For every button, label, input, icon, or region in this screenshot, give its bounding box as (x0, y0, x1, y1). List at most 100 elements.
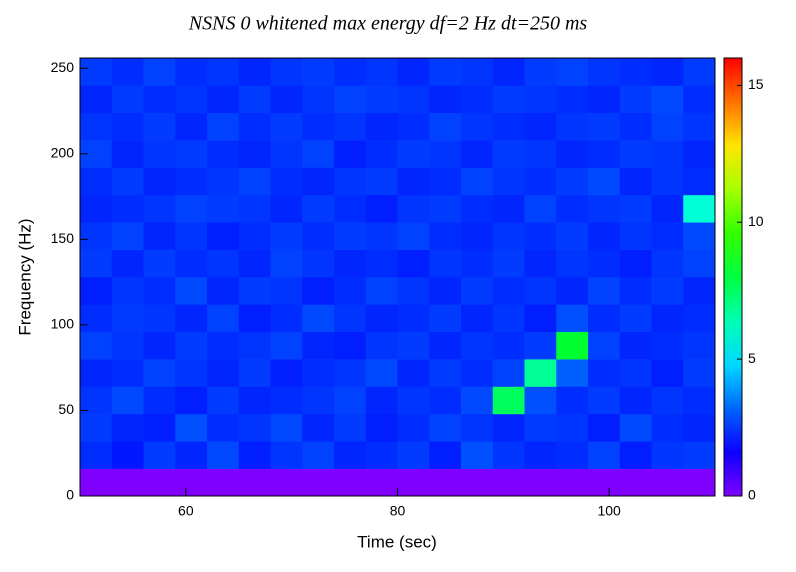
heatmap-cell (683, 222, 716, 250)
heatmap-cell (524, 304, 557, 333)
heatmap-cell (429, 167, 462, 196)
heatmap-cell (588, 249, 621, 278)
heatmap-cell (238, 167, 271, 196)
heatmap-cell (365, 249, 398, 278)
heatmap-cell (111, 249, 144, 278)
heatmap-cell (143, 468, 176, 497)
heatmap-cell (683, 85, 716, 114)
heatmap-cell (461, 222, 494, 250)
heatmap-cell (207, 386, 240, 415)
heatmap-cell (683, 386, 716, 415)
heatmap-cell (461, 58, 494, 86)
heatmap-cell (143, 112, 176, 141)
heatmap-cell (588, 194, 621, 223)
heatmap-cell (302, 249, 335, 278)
heatmap-cell (461, 140, 494, 168)
heatmap-cell (588, 277, 621, 305)
heatmap-cell (175, 277, 208, 305)
heatmap-cell (492, 359, 525, 387)
heatmap-cell (556, 468, 589, 497)
heatmap-cell (397, 277, 430, 305)
heatmap-cell (461, 413, 494, 442)
heatmap-cell (334, 468, 367, 497)
heatmap-cell (429, 386, 462, 415)
heatmap-cell (270, 413, 303, 442)
heatmap-cell (143, 386, 176, 415)
heatmap-cell (143, 304, 176, 333)
heatmap-cell (207, 249, 240, 278)
heatmap-cell (111, 194, 144, 223)
heatmap-cell (175, 331, 208, 360)
heatmap-cell (524, 112, 557, 141)
heatmap-cell (588, 413, 621, 442)
heatmap-cell (111, 85, 144, 114)
heatmap-cell (588, 140, 621, 168)
heatmap-cell (429, 194, 462, 223)
heatmap-cell (524, 58, 557, 86)
heatmap-cell (461, 85, 494, 114)
heatmap-cell (524, 222, 557, 250)
heatmap-cell (619, 58, 652, 86)
heatmap-cell (397, 413, 430, 442)
heatmap-cell (207, 304, 240, 333)
heatmap-cell (651, 331, 684, 360)
y-tick-label: 200 (51, 145, 75, 161)
heatmap-cell (270, 441, 303, 469)
heatmap-cell (143, 441, 176, 469)
heatmap-cell (207, 140, 240, 168)
heatmap-cell (492, 331, 525, 360)
heatmap-cell (365, 112, 398, 141)
heatmap-cell (492, 140, 525, 168)
heatmap-cell (492, 386, 525, 415)
heatmap-cell (207, 58, 240, 86)
heatmap-cell (111, 58, 144, 86)
heatmap-cell (302, 140, 335, 168)
heatmap-cell (397, 386, 430, 415)
heatmap-cell (302, 304, 335, 333)
heatmap-cell (397, 331, 430, 360)
heatmap-cell (111, 277, 144, 305)
heatmap-cell (207, 468, 240, 497)
heatmap-cell (143, 413, 176, 442)
heatmap-cell (524, 468, 557, 497)
heatmap-cell (651, 140, 684, 168)
heatmap-cell (207, 277, 240, 305)
heatmap-cell (651, 359, 684, 387)
heatmap-cell (111, 331, 144, 360)
heatmap-cell (429, 304, 462, 333)
heatmap-cell (619, 140, 652, 168)
heatmap-cell (80, 58, 113, 86)
heatmap-cell (683, 167, 716, 196)
colorbar-tick-label: 10 (748, 213, 764, 229)
heatmap-cell (302, 277, 335, 305)
heatmap-cell (556, 331, 589, 360)
heatmap-cell (80, 441, 113, 469)
heatmap-cell (619, 441, 652, 469)
heatmap-cell (397, 112, 430, 141)
heatmap-cell (365, 304, 398, 333)
heatmap-cell (175, 85, 208, 114)
heatmap-cell (429, 222, 462, 250)
heatmap-cell (683, 140, 716, 168)
heatmap-cell (651, 304, 684, 333)
heatmap-cell (80, 222, 113, 250)
heatmap-cell (270, 85, 303, 114)
heatmap-cell (238, 468, 271, 497)
heatmap-cell (651, 413, 684, 442)
heatmap-cell (397, 441, 430, 469)
heatmap-cell (207, 222, 240, 250)
heatmap-cell (111, 222, 144, 250)
heatmap-cell (461, 194, 494, 223)
heatmap-cell (175, 386, 208, 415)
heatmap-cell (334, 194, 367, 223)
heatmap-cell (270, 468, 303, 497)
heatmap-cell (429, 331, 462, 360)
heatmap-cell (429, 85, 462, 114)
heatmap-cell (365, 58, 398, 86)
heatmap-cell (80, 359, 113, 387)
heatmap-cell (302, 194, 335, 223)
heatmap-cell (619, 194, 652, 223)
heatmap-cell (175, 441, 208, 469)
heatmap-cell (556, 249, 589, 278)
heatmap-cell (334, 413, 367, 442)
